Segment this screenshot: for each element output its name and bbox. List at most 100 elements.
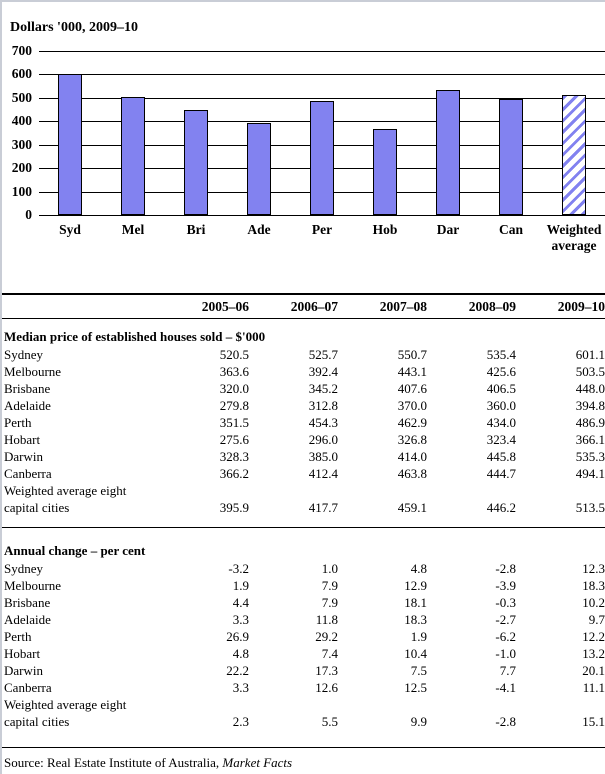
cell-value: 503.5 [575,364,605,379]
cell-value: 13.2 [582,646,605,661]
row-label: Hobart [4,646,41,661]
cell-value: -2.7 [495,612,516,627]
y-axis-tick-label: 700 [11,43,32,58]
x-axis-category-label: Per [311,222,333,237]
cell-value: 10.2 [582,595,605,610]
cell-value: 1.0 [321,561,338,576]
table-row: Perth 26.9 29.2 1.9 -6.2 12.2 [2,628,605,645]
cell-value: 11.8 [315,612,338,627]
cell-value: 29.2 [315,629,338,644]
source-text: Source: Real Estate Institute of Austral… [4,755,223,770]
x-axis-category-label: Ade [247,222,271,237]
row-label: Brisbane [4,381,51,396]
cell-value: 414.0 [397,449,427,464]
cell-value: 12.5 [404,680,427,695]
table-end-rule [2,730,605,748]
cell-value: 5.5 [321,714,338,729]
cell-value: -3.2 [228,561,249,576]
cell-value: -4.1 [495,680,516,695]
cell-value: 407.6 [397,381,427,396]
cell-value: 7.7 [499,663,516,678]
cell-value: 525.7 [308,347,338,362]
table-row: Canberra 3.3 12.6 12.5 -4.1 11.1 [2,679,605,696]
cell-value: 444.7 [486,466,516,481]
table-row: Canberra 366.2 412.4 463.8 444.7 494.1 [2,465,605,482]
row-label: Sydney [4,561,43,576]
cell-value: 494.1 [575,466,605,481]
cell-value: 3.3 [232,612,249,627]
cell-value: 459.1 [397,500,427,515]
cell-value: 345.2 [308,381,338,396]
cell-value: 434.0 [486,415,516,430]
cell-value: 463.8 [397,466,427,481]
cell-value: 312.8 [308,398,338,413]
cell-value: 370.0 [397,398,427,413]
y-axis-tick-label: 100 [11,184,32,199]
cell-value: 12.9 [404,578,427,593]
cell-value: 7.9 [321,578,338,593]
source-publication: Market Facts [222,755,293,770]
gridline [39,98,605,99]
cell-value: 417.7 [308,500,338,515]
row-label: Adelaide [4,398,51,413]
table-body: Median price of established houses sold … [2,319,605,748]
cell-value: 535.4 [486,347,516,362]
table-row: Weighted average eight capital cities 2.3… [2,696,605,730]
row-label: Melbourne [4,578,62,593]
cell-value: 18.3 [582,578,605,593]
cell-value: 2.3 [232,714,249,729]
gridline [39,51,605,52]
year-column-header: 2008–09 [429,293,518,319]
bar-bri [184,110,208,215]
section-divider [2,516,605,528]
cell-value: 395.9 [219,500,249,515]
cell-value: 445.8 [486,449,516,464]
cell-value: 425.6 [486,364,516,379]
table-row: Weighted average eight capital cities 395… [2,482,605,516]
cell-value: 601.1 [575,347,605,362]
section-heading: Median price of established houses sold … [4,329,266,344]
year-column-header: 2009–10 [518,293,605,319]
cell-value: 279.8 [219,398,249,413]
cell-value: 1.9 [410,629,427,644]
cell-value: -2.8 [495,714,516,729]
cell-value: 443.1 [397,364,427,379]
bar-weighted [562,95,586,215]
y-axis-tick-label: 200 [11,160,32,175]
cell-value: 3.3 [232,680,249,695]
row-label: Perth [4,415,32,430]
row-label: Melbourne [4,364,62,379]
table-row: Darwin 328.3 385.0 414.0 445.8 535.3 [2,448,605,465]
bar-dar [436,90,460,215]
column-header-empty [2,293,162,319]
table-row: Brisbane 320.0 345.2 407.6 406.5 448.0 [2,380,605,397]
cell-value: 550.7 [397,347,427,362]
table-row: Sydney -3.2 1.0 4.8 -2.8 12.3 [2,560,605,577]
cell-value: -0.3 [495,595,516,610]
cell-value: 12.6 [315,680,338,695]
cell-value: 7.5 [410,663,427,678]
cell-value: 320.0 [219,381,249,396]
cell-value: -6.2 [495,629,516,644]
row-label: Weighted average eight capital cities [4,483,127,515]
y-axis-tick-label: 400 [11,113,32,128]
cell-value: 535.3 [575,449,605,464]
cell-value: 15.1 [582,714,605,729]
row-label: Sydney [4,347,43,362]
table-row: Sydney 520.5 525.7 550.7 535.4 601.1 [2,346,605,363]
bar-syd [58,74,82,215]
cell-value: 26.9 [226,629,249,644]
cell-value: 360.0 [486,398,516,413]
row-label: Hobart [4,432,41,447]
divider-cell [2,516,605,528]
cell-value: 406.5 [486,381,516,396]
table-row: Hobart 275.6 296.0 326.8 323.4 366.1 [2,431,605,448]
cell-value: 412.4 [308,466,338,481]
x-axis-category-label: Weighted average [546,222,602,253]
year-column-header: 2007–08 [340,293,429,319]
cell-value: 12.3 [582,561,605,576]
median-price-table: 2005–06 2006–07 2007–08 2008–09 2009–10 Medi… [2,293,605,748]
bar-mel [121,97,145,215]
cell-value: 9.9 [410,714,427,729]
year-column-header: 2006–07 [251,293,340,319]
